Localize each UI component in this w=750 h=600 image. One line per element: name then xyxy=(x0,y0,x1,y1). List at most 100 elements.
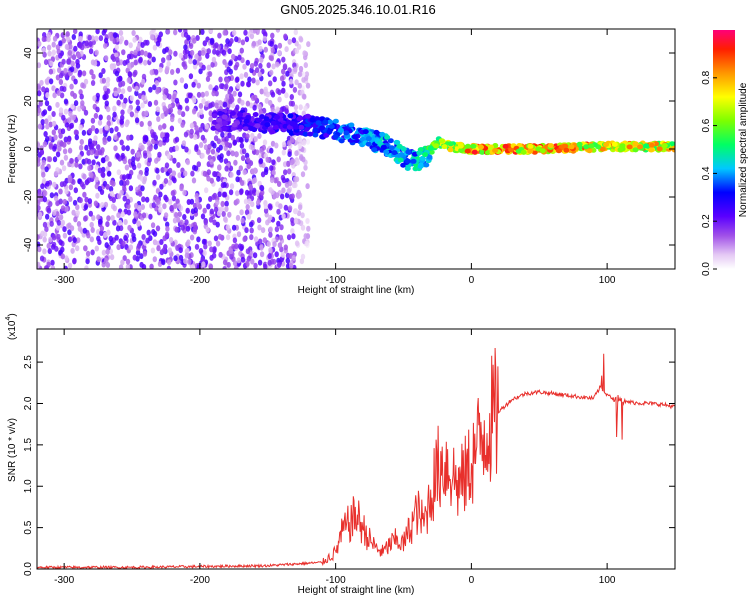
spectrogram-noise-point xyxy=(62,148,68,155)
spectrogram-noise-point xyxy=(91,73,96,80)
spectrogram-noise-point xyxy=(137,190,143,197)
spec-xtick-label: 0 xyxy=(469,275,475,286)
spectrogram-noise-point xyxy=(277,42,283,49)
spectrogram-noise-point xyxy=(204,90,209,97)
spectrogram-ridge-point xyxy=(245,114,252,120)
spectrogram-noise-point xyxy=(171,175,176,182)
spectrogram-noise-point xyxy=(200,152,205,159)
spectrogram-noise-point xyxy=(168,167,173,174)
spectrogram-noise-point xyxy=(47,248,52,255)
spectrogram-noise-point xyxy=(83,215,88,222)
spectrogram-ridge-point xyxy=(470,143,477,149)
spectrogram-ridge-point xyxy=(648,147,655,153)
spectrogram-noise-point xyxy=(104,124,109,131)
spectrogram-ridge-point xyxy=(416,150,423,156)
spectrogram-noise-point xyxy=(100,171,105,178)
spectrogram-noise-point xyxy=(204,187,209,194)
spectrogram-noise-point xyxy=(173,255,178,262)
spectrogram-noise-point xyxy=(161,259,166,266)
spectrogram-noise-point xyxy=(40,164,45,171)
spectrogram-noise-point xyxy=(93,200,99,207)
spectrogram-noise-point xyxy=(194,125,199,132)
spectrogram-noise-point xyxy=(213,235,219,242)
spectrogram-ridge-point xyxy=(410,158,417,164)
spectrogram-noise-point xyxy=(73,187,79,194)
spectrogram-noise-point xyxy=(69,122,75,129)
spectrogram-noise-point xyxy=(289,94,294,100)
colorbar-gradient xyxy=(713,30,735,269)
spectrogram-noise-point xyxy=(211,56,217,63)
svg-text:(x104): (x104) xyxy=(5,313,18,340)
spectrogram-noise-point xyxy=(42,141,48,148)
spectrogram-noise-point xyxy=(206,175,211,182)
spectrogram-noise-point xyxy=(227,211,232,218)
spectrogram-noise-point xyxy=(220,182,226,189)
spectrogram-noise-point xyxy=(51,41,56,48)
spectrogram-ridge-point xyxy=(298,124,305,130)
spectrogram-ridge-point xyxy=(377,140,384,146)
spectrogram-noise-point xyxy=(208,102,213,109)
spectrogram-noise-point xyxy=(187,258,192,265)
spectrogram-noise-point xyxy=(249,63,255,69)
spectrogram-noise-point xyxy=(206,169,211,176)
spectrogram-noise-point xyxy=(168,198,173,205)
spectrogram-noise-point xyxy=(119,93,124,100)
spectrogram-noise-point xyxy=(56,90,61,96)
colorbar-tick-label: 0.2 xyxy=(701,214,712,228)
spectrogram-noise-point xyxy=(42,196,48,203)
spectrogram-noise-point xyxy=(126,77,131,84)
spectrogram-noise-point xyxy=(222,259,228,266)
spectrogram-noise-point xyxy=(235,176,240,183)
spectrogram-noise-point xyxy=(82,227,88,234)
spectrogram-noise-point xyxy=(191,177,197,184)
spectrogram-noise-point xyxy=(109,127,114,134)
spectrogram-noise-point xyxy=(192,108,197,114)
spectrogram-noise-point xyxy=(59,159,65,166)
spectrogram-noise-point xyxy=(232,237,238,244)
spectrogram-noise-point xyxy=(179,219,184,226)
spectrogram-noise-point xyxy=(107,135,112,142)
spectrogram-noise-point xyxy=(200,29,205,35)
spectrogram-noise-point xyxy=(253,94,258,101)
spec-ytick-label: 40 xyxy=(23,47,34,59)
spectrogram-noise-point xyxy=(136,105,141,112)
spectrogram-noise-point xyxy=(144,166,149,173)
spectrogram-noise-point xyxy=(146,229,151,236)
spectrogram-noise-point xyxy=(237,243,243,250)
spectrogram-ridge-point xyxy=(270,120,277,126)
spectrogram-noise-point xyxy=(251,77,256,84)
spectrogram-noise-point xyxy=(252,104,257,111)
spectrogram-noise-point xyxy=(68,110,73,117)
spectrogram-noise-point xyxy=(72,257,77,264)
spectrogram-noise-point xyxy=(46,44,52,51)
spectrogram-noise-point xyxy=(160,131,165,138)
spectrogram-noise-point xyxy=(140,78,146,85)
spectrogram-noise-point xyxy=(44,265,49,269)
spectrogram-noise-point xyxy=(108,186,114,192)
spectrogram-noise-point xyxy=(284,182,290,188)
spectrogram-noise-point xyxy=(134,202,139,209)
spectrogram-noise-point xyxy=(55,101,60,108)
spectrogram-noise-point xyxy=(115,152,120,159)
spectrogram-noise-point xyxy=(41,171,46,178)
spectrogram-noise-point xyxy=(207,143,212,150)
spectrogram-noise-point xyxy=(40,183,45,190)
spectrogram-noise-point xyxy=(299,258,305,265)
spectrogram-noise-point xyxy=(287,151,292,158)
spec-xtick-label: -100 xyxy=(326,275,346,286)
spectrogram-noise-point xyxy=(253,236,259,243)
spectrogram-ridge-point xyxy=(405,158,411,164)
spectrogram-noise-point xyxy=(103,232,108,238)
spectrogram-noise-point xyxy=(244,36,250,43)
spectrogram-noise-point xyxy=(185,105,190,112)
spectrogram-noise-point xyxy=(84,179,90,186)
spectrogram-noise-point xyxy=(305,183,310,190)
spectrogram-noise-point xyxy=(57,145,62,152)
spectrogram-noise-point xyxy=(168,237,174,243)
snr-panel: -300 -200 -100 0 100 0.0 0.5 1.0 1.5 2.0 2.5 Heig… xyxy=(5,313,676,596)
spectrogram-noise-point xyxy=(244,189,250,196)
spectrogram-noise-point xyxy=(96,256,101,263)
spectrogram-noise-point xyxy=(220,131,225,138)
spectrogram-noise-point xyxy=(274,251,279,258)
spectrogram-noise-point xyxy=(301,139,307,146)
